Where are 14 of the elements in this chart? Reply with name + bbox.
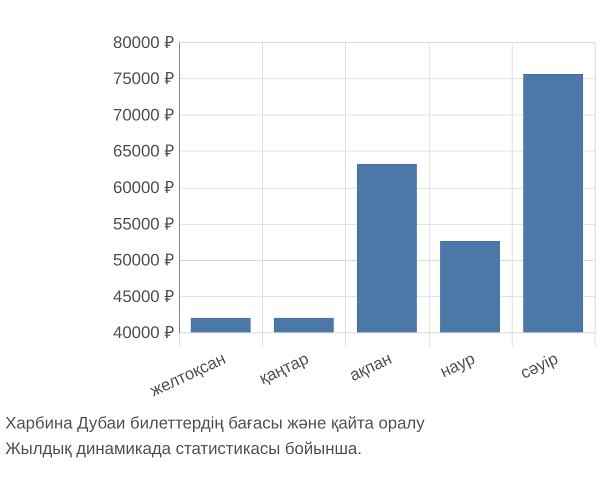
y-tick-label: 60000 ₽ xyxy=(113,178,174,197)
y-tick-label: 40000 ₽ xyxy=(113,323,174,342)
x-tick-label: сәуір xyxy=(517,348,561,383)
text: Харбина Дубаи билеттердің бағасы және қайта оралу xyxy=(5,414,426,433)
text: Жылдық динамикада статистикасы бойынша. xyxy=(5,439,362,458)
y-tick-label: 50000 ₽ xyxy=(113,250,174,270)
x-tick-label: наур xyxy=(437,348,478,382)
y-tick-label: 55000 ₽ xyxy=(113,214,174,234)
y-tick-label: 70000 ₽ xyxy=(113,105,174,124)
y-tick-label: 75000 ₽ xyxy=(113,69,174,88)
y-tick-label: 80000 ₽ xyxy=(113,32,174,52)
x-tick-label: ақпан xyxy=(346,348,395,385)
y-tick-label: 65000 ₽ xyxy=(113,142,174,161)
y-tick-label: 45000 ₽ xyxy=(113,286,174,306)
